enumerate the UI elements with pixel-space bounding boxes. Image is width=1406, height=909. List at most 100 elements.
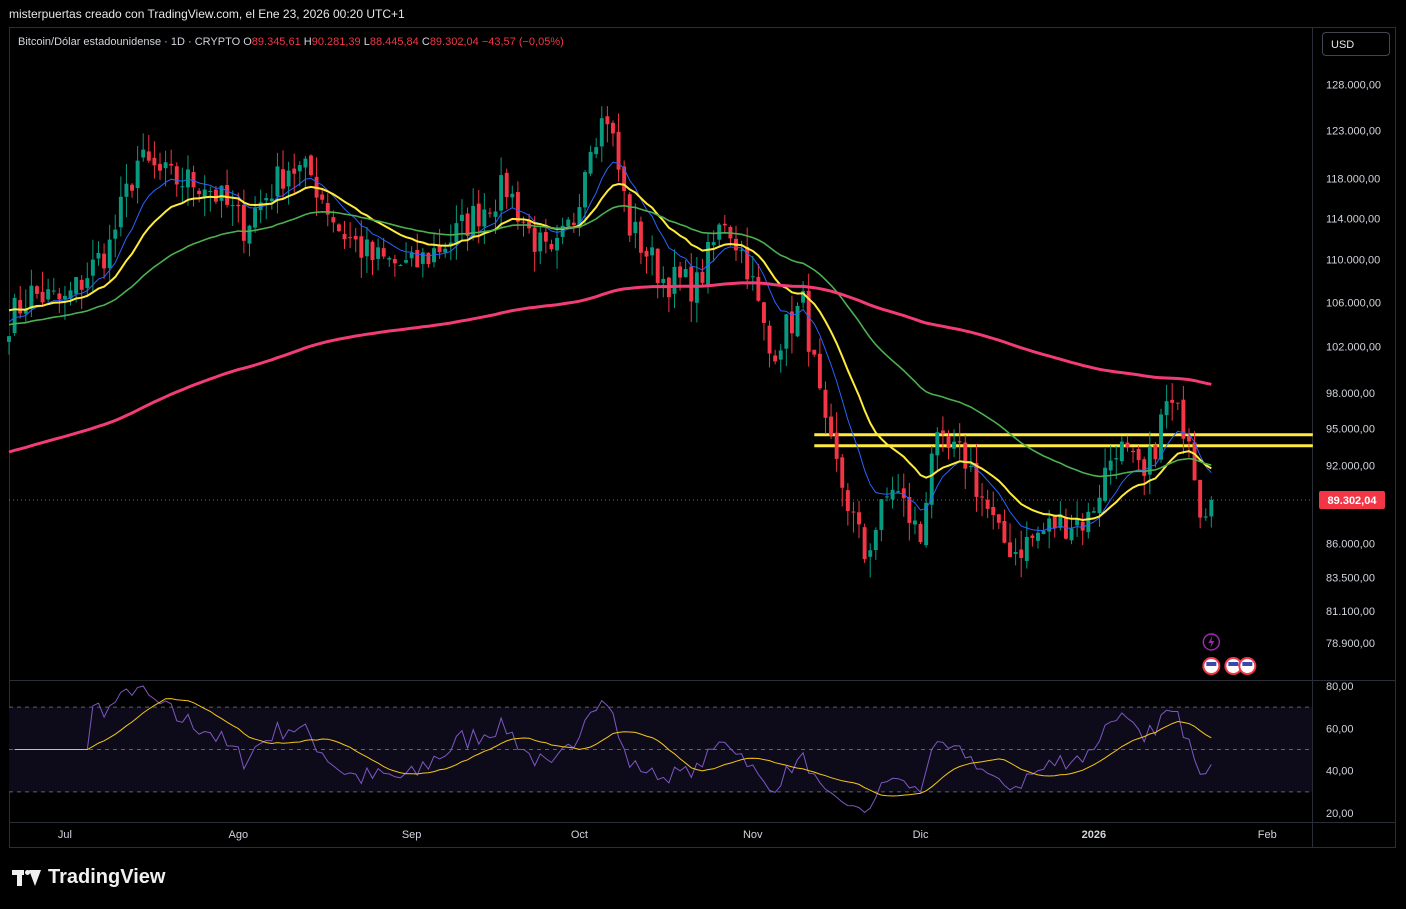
candle-body	[678, 266, 683, 278]
candle-body	[253, 208, 258, 228]
candle-body	[1108, 460, 1113, 471]
candle-body	[342, 233, 347, 240]
candle-body	[158, 163, 162, 171]
candle-body	[532, 227, 537, 252]
candle-body	[968, 466, 973, 468]
candle-body	[1019, 549, 1024, 558]
candle-body	[465, 213, 470, 236]
candle-body	[1030, 535, 1035, 538]
candle-body	[471, 206, 476, 238]
candle-body	[829, 416, 834, 436]
candle-body	[420, 252, 425, 264]
candle-body	[113, 229, 118, 239]
candle-body	[862, 527, 867, 560]
candle-body	[124, 183, 129, 197]
candle-body	[689, 266, 694, 302]
candle-body	[571, 222, 576, 226]
symbol-title[interactable]: Bitcoin/Dólar estadounidense · 1D · CRYP…	[18, 36, 241, 48]
candle-body	[896, 491, 901, 493]
currency-button[interactable]: USD	[1322, 32, 1390, 56]
candle-body	[907, 496, 912, 523]
candle-body	[1041, 530, 1046, 535]
candle-body	[392, 258, 397, 264]
candle-body	[1052, 516, 1057, 529]
candle-body	[35, 286, 39, 294]
candle-body	[409, 252, 414, 259]
candle-body	[717, 224, 722, 240]
candle-body	[62, 295, 67, 299]
candle-body	[1159, 414, 1163, 460]
candle-body	[264, 198, 269, 201]
high-label: H	[303, 36, 312, 48]
low-value: 88.445,84	[369, 36, 419, 48]
candle-body	[348, 237, 353, 239]
time-tick-label: Sep	[402, 829, 422, 841]
candle-body	[756, 276, 761, 301]
rsi-tick-label: 40,00	[1326, 766, 1354, 778]
candle-body	[750, 276, 755, 278]
candle-body	[90, 259, 95, 276]
candle-body	[633, 221, 638, 234]
last-price-badge: 89.302,04	[1328, 495, 1378, 507]
candle-body	[79, 279, 84, 290]
time-tick-label: Jul	[58, 829, 72, 841]
price-tick-label: 81.100,00	[1326, 606, 1375, 618]
candle-body	[784, 314, 789, 349]
candle-body	[236, 204, 241, 207]
candle-body	[801, 290, 806, 303]
candle-body	[622, 166, 627, 192]
candle-body	[29, 285, 34, 309]
price-tick-label: 95.000,00	[1326, 424, 1375, 436]
candle-body	[845, 490, 850, 512]
candle-body	[46, 289, 51, 300]
candle-body	[107, 239, 112, 268]
symbol-legend: Bitcoin/Dólar estadounidense · 1D · CRYP…	[18, 36, 564, 48]
lightning-event-icon	[1202, 633, 1221, 651]
ema-10-line	[8, 161, 1212, 532]
candle-body	[521, 221, 526, 223]
candle-body	[795, 305, 800, 337]
candle-body	[353, 235, 358, 240]
candle-body	[700, 271, 705, 283]
candle-body	[1097, 497, 1102, 514]
candle-body	[577, 207, 582, 228]
lightning-glyph-icon	[1208, 636, 1215, 648]
candle-body	[1192, 442, 1197, 481]
candle-body	[12, 297, 17, 334]
candle-body	[527, 219, 532, 229]
candle-body	[57, 293, 62, 300]
candle-body	[1036, 532, 1040, 541]
candle-body	[504, 172, 509, 198]
candle-body	[493, 211, 498, 217]
candle-body	[74, 277, 79, 294]
candle-body	[1086, 511, 1091, 533]
price-tick-label: 78.900,00	[1326, 638, 1375, 650]
price-tick-label: 83.500,00	[1326, 573, 1375, 585]
candle-body	[912, 520, 917, 525]
candle-body	[141, 149, 146, 158]
candle-body	[1136, 448, 1141, 461]
candle-body	[476, 203, 481, 227]
candle-body	[197, 190, 202, 195]
rsi-tick-label: 20,00	[1326, 808, 1354, 820]
candle-body	[761, 302, 766, 323]
candle-body	[102, 253, 107, 269]
candle-body	[292, 168, 297, 174]
candle-body	[331, 217, 336, 223]
price-tick-label: 118.000,00	[1326, 174, 1380, 186]
rsi-ma-line	[14, 698, 1212, 797]
candle-body	[230, 205, 235, 207]
candle-body	[840, 457, 845, 488]
ema-200-line	[8, 281, 1212, 454]
time-tick-label: 2026	[1082, 829, 1106, 841]
candle-body	[739, 249, 744, 251]
candle-body	[616, 131, 621, 170]
price-tick-label: 114.000,00	[1326, 213, 1380, 225]
candle-body	[281, 169, 285, 189]
price-tick-label: 106.000,00	[1326, 297, 1381, 309]
candle-body	[130, 184, 134, 191]
candle-body	[448, 242, 453, 247]
price-tick-label: 123.000,00	[1326, 126, 1381, 138]
candle-body	[169, 163, 174, 166]
